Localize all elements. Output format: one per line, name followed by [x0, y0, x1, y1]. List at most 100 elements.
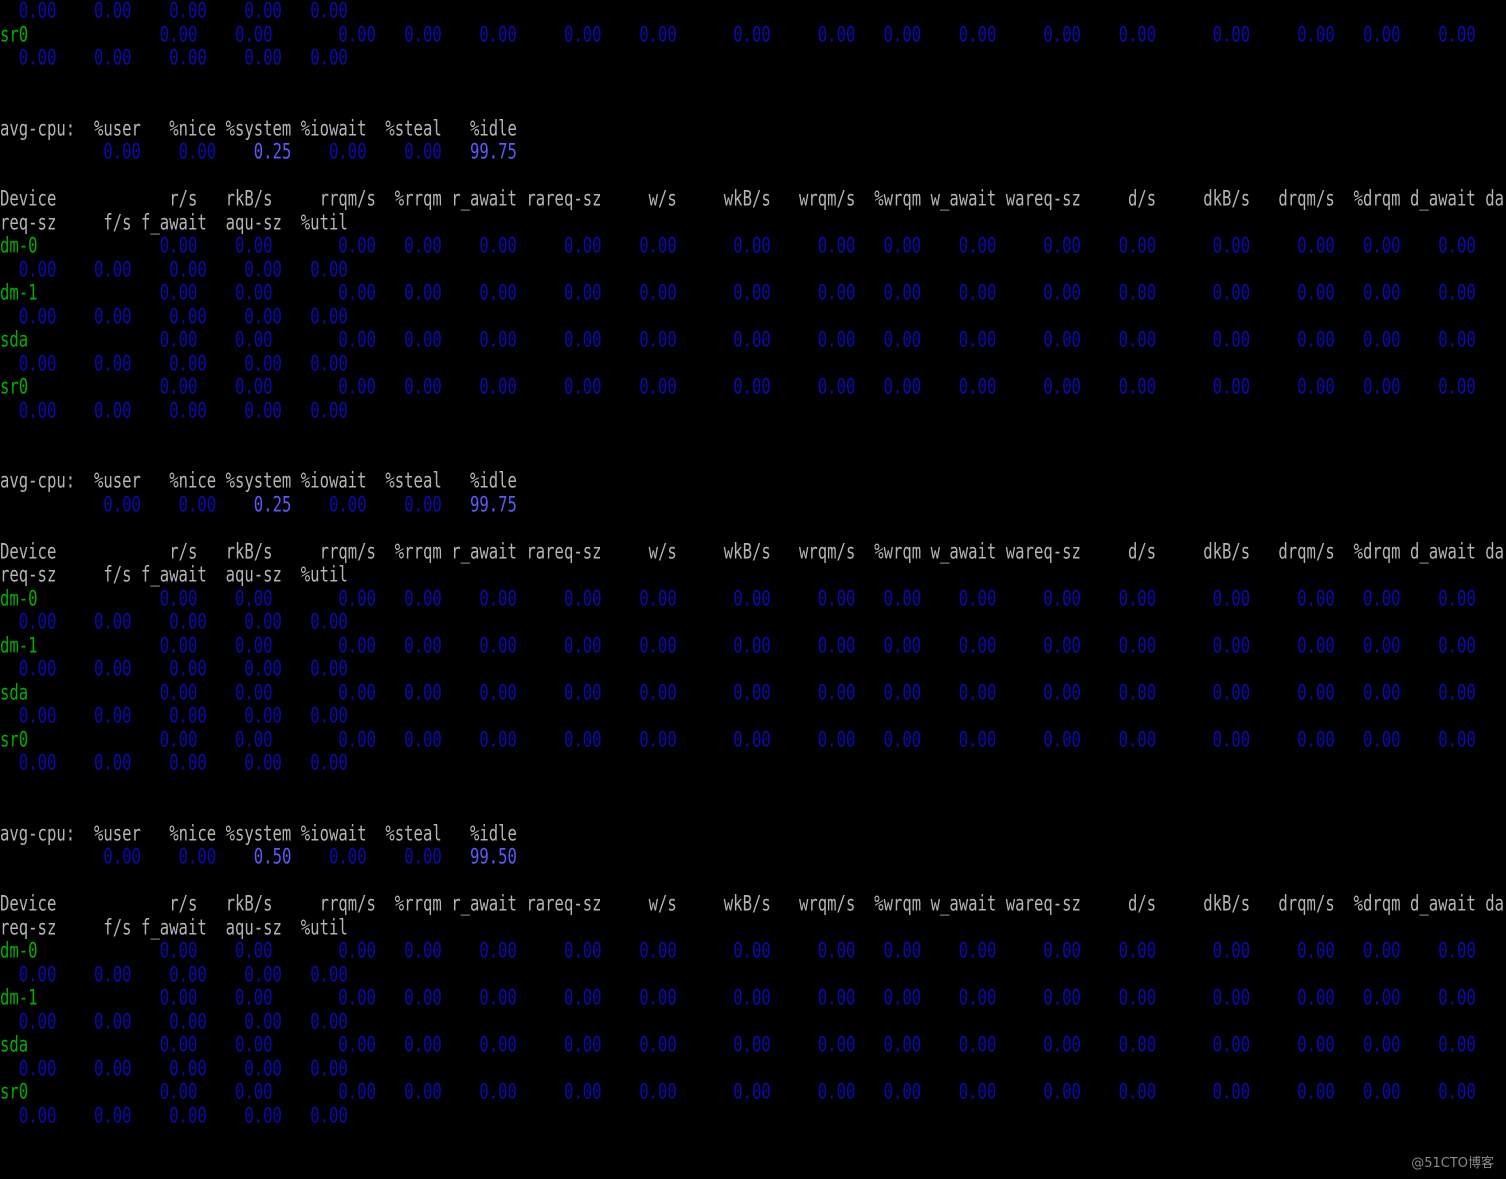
device-stat-value: 0.00: [18, 351, 57, 376]
device-stat-value: 0.00: [18, 703, 57, 728]
device-stat-value: 0.00: [564, 280, 602, 305]
device-stat-value: 0.00: [958, 633, 997, 658]
device-stat-value: 0.00: [1363, 327, 1401, 352]
device-header-label: wrqm/s: [799, 186, 856, 211]
device-stat-value: 0.00: [1363, 22, 1401, 47]
device-stat-value: 0.00: [1043, 938, 1081, 963]
device-header-label: %rrqm: [394, 186, 442, 211]
device-header-label: r_await: [451, 891, 517, 916]
device-stat-value: 0.00: [817, 586, 856, 611]
device-stat-value: 0.00: [404, 327, 442, 352]
cpu-stat-value: 99.50: [470, 844, 517, 869]
device-stat-value: 0.00: [479, 233, 517, 258]
device-stat-value: 0.00: [159, 727, 198, 752]
device-stat-value: 0.00: [1043, 985, 1081, 1010]
device-stat-value: 0.00: [639, 727, 677, 752]
device-header-label: aqu-sz: [225, 562, 282, 587]
device-stat-value: 0.00: [733, 1079, 771, 1104]
device-stat-value: 0.00: [310, 703, 348, 728]
device-stat-value: 0.00: [310, 1103, 348, 1128]
device-stat-value: 0.00: [1363, 374, 1401, 399]
device-stat-value: 0.00: [1118, 233, 1157, 258]
device-name: sr0: [0, 727, 29, 752]
device-stat-value: 0.00: [235, 985, 273, 1010]
cpu-stat-value: 0.50: [253, 844, 292, 869]
device-stat-value: 0.00: [169, 1056, 207, 1081]
device-stat-value: 0.00: [244, 962, 282, 987]
watermark: @51CTO博客: [1411, 1156, 1494, 1171]
cpu-stat-value: 0.00: [329, 492, 367, 517]
device-stat-value: 0.00: [564, 680, 602, 705]
device-header-label: w/s: [648, 186, 677, 211]
device-header-label: d_await: [1410, 186, 1476, 211]
device-stat-value: 0.00: [244, 398, 282, 423]
device-stat-value: 0.00: [18, 609, 57, 634]
device-stat-value: 0.00: [639, 1079, 677, 1104]
device-stat-value: 0.00: [817, 1032, 856, 1057]
cpu-header-label: %idle: [470, 116, 517, 141]
cpu-stat-value: 0.00: [404, 844, 442, 869]
device-stat-value: 0.00: [733, 633, 771, 658]
device-stat-value: 0.00: [1212, 985, 1251, 1010]
device-header-label: wareq-sz: [1005, 891, 1081, 916]
device-stat-value: 0.00: [1438, 233, 1476, 258]
device-stat-value: 0.00: [1118, 1032, 1157, 1057]
device-header-label: %drqm: [1353, 891, 1401, 916]
device-stat-value: 0.00: [639, 586, 677, 611]
device-stat-value: 0.00: [564, 938, 602, 963]
cpu-header-label: %system: [225, 821, 292, 846]
device-header-label: da: [1485, 539, 1504, 564]
cpu-stat-value: 0.00: [178, 139, 217, 164]
device-stat-value: 0.00: [1212, 233, 1251, 258]
device-stat-value: 0.00: [479, 727, 517, 752]
device-stat-value: 0.00: [1212, 280, 1251, 305]
device-stat-value: 0.00: [404, 280, 442, 305]
device-stat-value: 0.00: [1043, 680, 1081, 705]
device-stat-value: 0.00: [169, 1103, 207, 1128]
device-header-label: r/s: [169, 891, 198, 916]
device-header-label: Device: [0, 186, 57, 211]
device-stat-value: 0.00: [1297, 985, 1335, 1010]
device-stat-value: 0.00: [1043, 727, 1081, 752]
device-stat-value: 0.00: [18, 1009, 57, 1034]
device-stat-value: 0.00: [639, 374, 677, 399]
device-stat-value: 0.00: [159, 586, 198, 611]
device-stat-value: 0.00: [1438, 727, 1476, 752]
device-stat-value: 0.00: [817, 1079, 856, 1104]
device-header-label: req-sz: [0, 562, 57, 587]
device-stat-value: 0.00: [159, 1032, 198, 1057]
device-stat-value: 0.00: [169, 257, 207, 282]
device-stat-value: 0.00: [1438, 633, 1476, 658]
device-header-label: w_await: [930, 891, 997, 916]
device-stat-value: 0.00: [1118, 280, 1157, 305]
device-stat-value: 0.00: [564, 233, 602, 258]
device-stat-value: 0.00: [1363, 680, 1401, 705]
device-stat-value: 0.00: [1118, 374, 1157, 399]
cpu-stat-value: 0.00: [103, 844, 141, 869]
device-stat-value: 0.00: [94, 398, 132, 423]
device-stat-value: 0.00: [817, 633, 856, 658]
device-stat-value: 0.00: [1363, 1032, 1401, 1057]
device-stat-value: 0.00: [244, 703, 282, 728]
device-stat-value: 0.00: [1043, 374, 1081, 399]
device-header-label: f/s: [103, 915, 132, 940]
cpu-header-label: %iowait: [300, 821, 367, 846]
device-header-label: da: [1485, 186, 1504, 211]
device-stat-value: 0.00: [1438, 985, 1476, 1010]
device-stat-value: 0.00: [159, 233, 198, 258]
device-header-label: %rrqm: [394, 539, 442, 564]
device-stat-value: 0.00: [1297, 374, 1335, 399]
device-stat-value: 0.00: [733, 727, 771, 752]
device-stat-value: 0.00: [94, 0, 132, 23]
device-header-label: dkB/s: [1203, 539, 1251, 564]
device-stat-value: 0.00: [1438, 586, 1476, 611]
device-stat-value: 0.00: [94, 1056, 132, 1081]
device-stat-value: 0.00: [310, 257, 348, 282]
device-stat-value: 0.00: [244, 0, 282, 23]
device-stat-value: 0.00: [1043, 1079, 1081, 1104]
device-stat-value: 0.00: [883, 633, 922, 658]
device-stat-value: 0.00: [235, 327, 273, 352]
device-stat-value: 0.00: [235, 233, 273, 258]
device-stat-value: 0.00: [159, 22, 198, 47]
device-stat-value: 0.00: [958, 22, 997, 47]
